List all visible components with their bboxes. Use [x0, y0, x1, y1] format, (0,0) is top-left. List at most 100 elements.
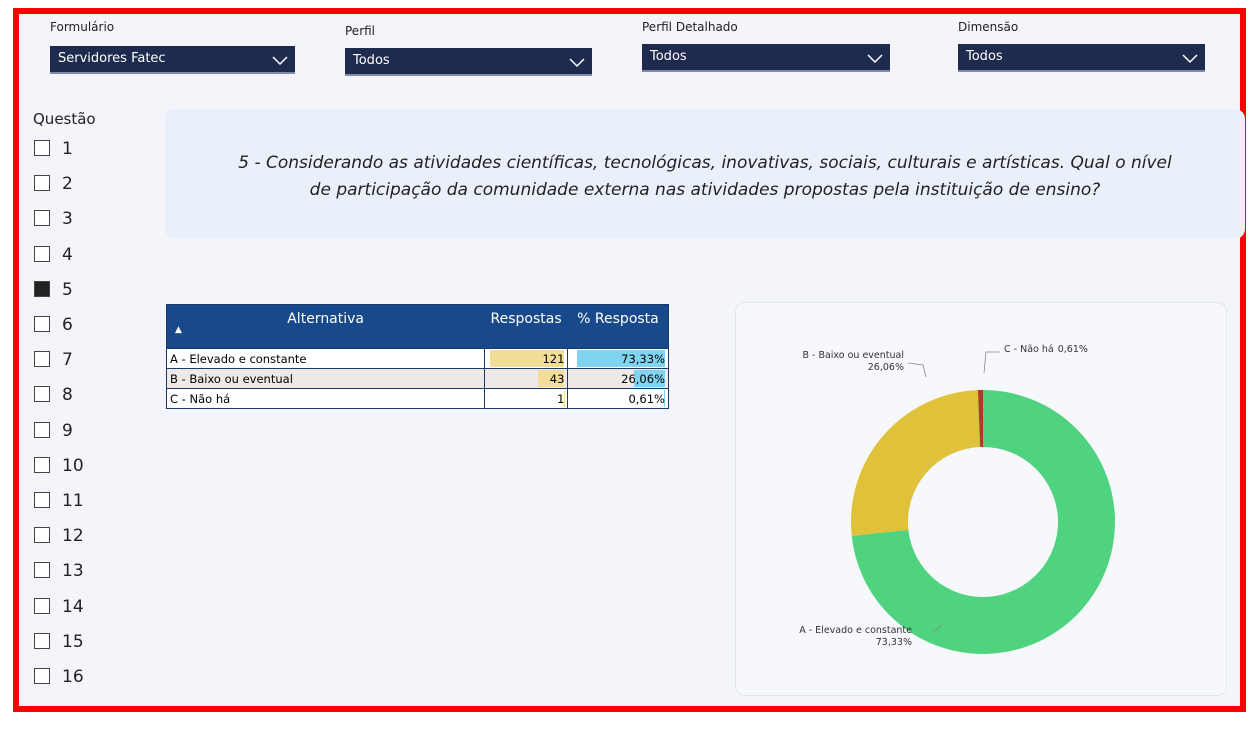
filter-label: Formulário	[50, 20, 115, 34]
question-item[interactable]: 10	[34, 456, 84, 476]
question-number: 12	[62, 526, 84, 547]
chevron	[569, 58, 585, 68]
question-item[interactable]: 3	[34, 209, 73, 229]
donut-segment	[977, 390, 983, 448]
question-item[interactable]: 9	[34, 421, 73, 441]
dropdown[interactable]: Todos	[642, 44, 890, 72]
percent-cell: 0,61%	[567, 388, 669, 409]
question-item[interactable]: 1	[34, 139, 73, 159]
checkbox	[34, 386, 50, 403]
question-item[interactable]: 15	[34, 632, 84, 652]
donut-segment	[851, 390, 981, 536]
question-number: 16	[62, 667, 84, 687]
question-number: 15	[62, 631, 84, 652]
table-row: B - Baixo ou eventual 43 26,06%	[166, 368, 669, 389]
dropdown[interactable]: Todos	[345, 48, 592, 76]
column-header: Respostas	[484, 304, 568, 349]
checkbox	[34, 140, 50, 156]
question-label: Questão	[33, 110, 96, 128]
question-number: 4	[62, 244, 73, 265]
question-item[interactable]: 16	[34, 667, 84, 687]
question-text: 5 - Considerando as atividades científic…	[238, 153, 1172, 173]
checkbox	[34, 668, 50, 684]
percent-bar	[577, 350, 665, 367]
chevron	[1182, 54, 1198, 64]
checkbox	[34, 562, 50, 579]
table-row: A - Elevado e constante 121 73,33%	[166, 348, 669, 369]
dropdown-value: Todos	[966, 49, 1003, 64]
percent-bar	[633, 370, 665, 387]
percent-value: 73,33%	[621, 351, 665, 366]
checkbox	[34, 492, 50, 508]
question-number: 13	[62, 561, 84, 582]
percent-cell: 26,06%	[567, 368, 669, 389]
table-row: C - Não há 1 0,61%	[166, 388, 669, 409]
dropdown-value: Todos	[650, 49, 687, 64]
alternative-cell: C - Não há	[166, 388, 485, 409]
question-number: 1	[62, 139, 73, 159]
chevron	[867, 54, 883, 64]
responses-cell: 1	[484, 388, 569, 409]
question-item[interactable]: 6	[34, 315, 73, 335]
question-number: 2	[62, 174, 73, 195]
checkbox	[34, 280, 50, 297]
question-number: 11	[62, 491, 84, 511]
question-number: 6	[62, 315, 73, 335]
responses-value: 1	[557, 391, 565, 406]
dropdown-value: Servidores Fatec	[58, 51, 166, 66]
dropdown[interactable]: Todos	[958, 44, 1205, 72]
leader-line	[907, 362, 927, 378]
question-number: 5	[62, 279, 73, 300]
question-item[interactable]: 14	[34, 597, 84, 617]
question-item[interactable]: 7	[34, 350, 73, 370]
question-number: 7	[62, 350, 73, 371]
question-item[interactable]: 2	[34, 174, 73, 194]
filter-label: Perfil	[345, 24, 376, 38]
dropdown-value: Todos	[353, 53, 390, 68]
question-number: 10	[62, 455, 84, 476]
question-item[interactable]: 11	[34, 491, 84, 511]
checkbox	[34, 456, 50, 473]
responses-bar	[490, 350, 565, 367]
question-card: 5 - Considerando as atividades científic…	[165, 109, 1245, 239]
question-item[interactable]: 13	[34, 561, 84, 581]
question-text: de participação da comunidade externa na…	[309, 180, 1101, 200]
question-item[interactable]: 5	[34, 280, 73, 300]
dashboard: Formulário Servidores Fatec Perfil Todos Per…	[13, 8, 1246, 712]
sort-arrow: ▲	[175, 325, 182, 335]
responses-value: 121	[542, 351, 565, 366]
header-row: Alternativa ▲ Respostas% Resposta	[166, 304, 669, 349]
checkbox	[34, 527, 50, 544]
leader-line	[983, 351, 1000, 374]
dropdown[interactable]: Servidores Fatec	[50, 46, 295, 74]
question-number: 14	[62, 596, 84, 617]
leader-line	[931, 624, 943, 634]
responses-cell: 121	[484, 348, 569, 369]
segment-label: B - Baixo ou eventual	[802, 350, 904, 361]
segment-value: 73,33%	[876, 637, 912, 648]
segment-label: A - Elevado e constante	[799, 625, 912, 636]
answers-table: Alternativa ▲ Respostas% Resposta A - Eleva…	[166, 304, 669, 409]
question-item[interactable]: 8	[34, 385, 73, 405]
checkbox	[34, 632, 50, 649]
segment-category: C - Não há	[1004, 344, 1054, 355]
question-item[interactable]: 4	[34, 245, 73, 265]
donut-segment	[851, 390, 1115, 654]
alternative-cell: A - Elevado e constante	[166, 348, 485, 369]
checkbox	[34, 597, 50, 614]
checkbox	[34, 175, 50, 192]
checkbox	[34, 421, 50, 438]
responses-cell: 43	[484, 368, 569, 389]
question-item[interactable]: 12	[34, 526, 84, 546]
donut-card: A - Elevado e constante 73,33% B - Baixo o…	[735, 302, 1227, 696]
question-number: 3	[62, 209, 73, 230]
segment-value: 0,61%	[1058, 344, 1088, 355]
percent-bar	[664, 390, 665, 407]
checkbox	[34, 351, 50, 368]
column-header: Alternativa ▲	[166, 304, 485, 349]
filter-label: Perfil Detalhado	[642, 20, 738, 34]
chevron	[272, 56, 288, 66]
segment-label: C - Não há 0,61%	[1004, 344, 1088, 355]
percent-value: 26,06%	[621, 371, 665, 386]
